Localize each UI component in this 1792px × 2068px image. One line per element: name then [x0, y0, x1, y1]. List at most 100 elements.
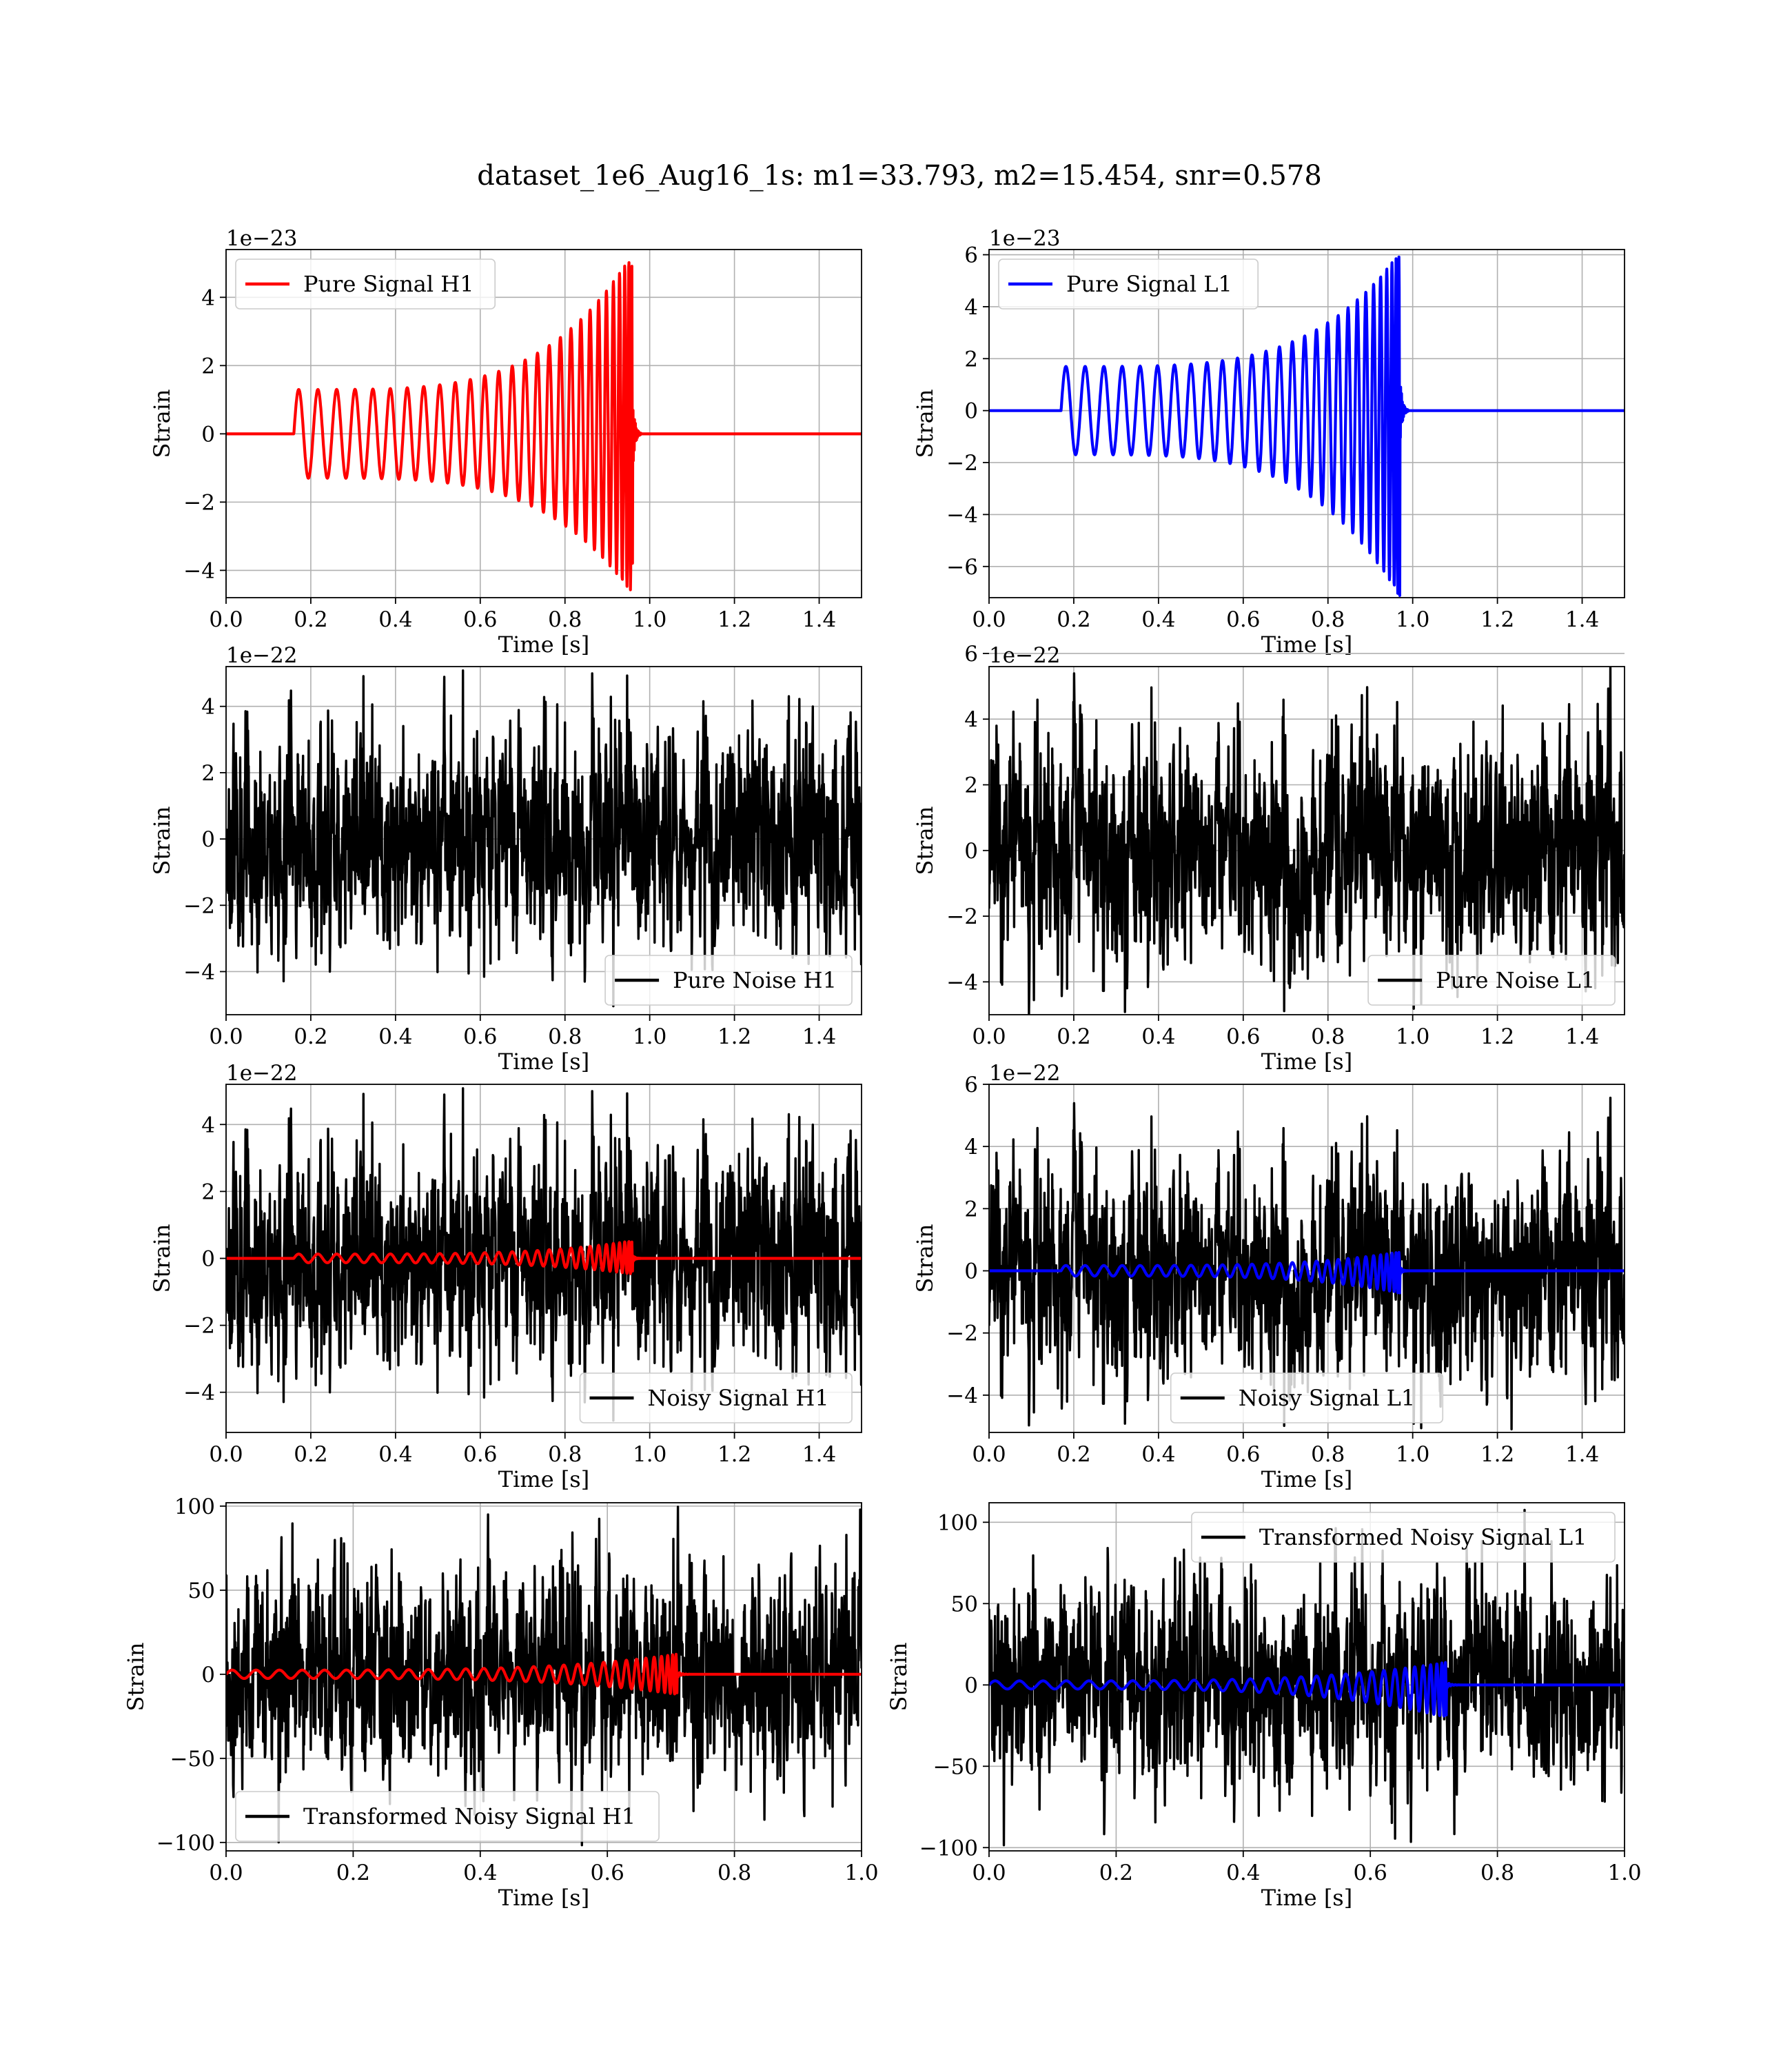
x-tick-label: 1.4	[802, 607, 836, 632]
legend-label: Transformed Noisy Signal H1	[303, 1803, 635, 1829]
y-tick-label: −2	[946, 904, 978, 929]
axes-frame	[225, 666, 862, 1015]
series-line-noisy-signal-l1	[989, 1096, 1625, 1431]
y-tick-label: 50	[188, 1579, 215, 1603]
y-axis-label: Strain	[149, 1224, 175, 1293]
series-line-pure-noise-l1	[989, 667, 1625, 1015]
legend-label: Pure Noise L1	[1436, 967, 1595, 993]
y-tick-label: 6	[964, 642, 978, 667]
subplot-pure-noise-l1: 0.0 0.2 0.4 0.6 0.8 1.0 1.2 1.4 −4 −2 0 2 4 6 1e−22 Tim…	[912, 642, 1625, 1075]
x-tick-label: 0.8	[1311, 607, 1345, 632]
subplot-noisy-signal-l1: 0.0 0.2 0.4 0.6 0.8 1.0 1.2 1.4 −4 −2 0 2 4 6 1e−22 Tim…	[912, 1061, 1625, 1492]
y-tick-label: 2	[964, 773, 978, 798]
legend: Transformed Noisy Signal H1	[235, 1791, 660, 1842]
y-tick-label: 6	[964, 243, 978, 268]
x-tick-label: 0.2	[1057, 1442, 1090, 1467]
x-tick-label: 1.0	[1607, 1861, 1641, 1885]
y-tick-label: 100	[937, 1510, 978, 1535]
y-tick-label: 4	[964, 1135, 978, 1159]
x-axis-label: Time [s]	[1261, 1885, 1352, 1911]
x-tick-label: 1.2	[1480, 1024, 1514, 1049]
y-axis-label: Strain	[912, 807, 938, 875]
y-tick-label: 0	[964, 399, 978, 424]
x-tick-label: 0.8	[548, 1442, 582, 1467]
y-tick-label: 4	[201, 695, 215, 720]
legend: Pure Noise H1	[604, 955, 853, 1006]
legend-label: Pure Signal L1	[1066, 271, 1232, 297]
x-tick-label: 0.4	[1141, 607, 1175, 632]
legend: Noisy Signal L1	[1170, 1372, 1444, 1423]
x-tick-label: 0.0	[209, 1024, 243, 1049]
y-tick-label: 4	[964, 707, 978, 732]
series-group	[989, 1096, 1625, 1431]
x-tick-label: 1.2	[717, 1024, 751, 1049]
legend-box	[235, 258, 496, 310]
y-axis-label: Strain	[123, 1643, 149, 1712]
y-offset-text: 1e−22	[989, 643, 1061, 668]
legend-box	[998, 258, 1259, 310]
x-tick-label: 0.2	[294, 1024, 327, 1049]
legend-label: Pure Signal H1	[303, 271, 474, 297]
x-tick-label: 0.4	[1141, 1024, 1175, 1049]
x-tick-label: 1.0	[633, 1024, 666, 1049]
y-tick-label: 4	[201, 285, 215, 310]
y-axis-label: Strain	[912, 389, 938, 458]
series-group	[989, 1508, 1625, 1847]
series-group	[989, 667, 1625, 1015]
x-tick-label: 0.4	[1141, 1442, 1175, 1467]
legend-box	[235, 1791, 660, 1842]
y-offset-text: 1e−22	[226, 643, 298, 668]
y-tick-label: −2	[946, 1321, 978, 1346]
y-tick-label: 50	[951, 1592, 978, 1616]
axes-frame	[225, 1502, 862, 1852]
y-tick-label: 2	[201, 354, 215, 378]
x-tick-label: 0.8	[1480, 1861, 1514, 1885]
series-line-transformed-noisy-signal-h1	[226, 1506, 862, 1847]
x-tick-label: 0.6	[591, 1861, 624, 1885]
x-tick-label: 0.8	[1311, 1442, 1345, 1467]
x-tick-label: 0.8	[717, 1861, 751, 1885]
series-group	[226, 1506, 862, 1847]
y-tick-label: 0	[964, 1673, 978, 1698]
legend-box	[1191, 1512, 1616, 1563]
x-tick-label: 0.2	[1099, 1861, 1133, 1885]
legend-label: Noisy Signal H1	[648, 1385, 829, 1411]
x-tick-label: 1.2	[1480, 607, 1514, 632]
legend-box	[1367, 955, 1616, 1006]
x-tick-label: 0.6	[1354, 1861, 1387, 1885]
y-tick-label: 2	[964, 1197, 978, 1221]
y-tick-label: 0	[201, 1663, 215, 1687]
series-line-signal-1	[226, 1652, 862, 1696]
subplots-grid: 0.0 0.2 0.4 0.6 0.8 1.0 1.2 1.4 −4 −2 0 2 4 1e−23 Time…	[123, 226, 1642, 1911]
x-tick-label: 0.2	[294, 607, 327, 632]
y-tick-label: −100	[919, 1836, 978, 1861]
x-axis-label: Time [s]	[498, 631, 589, 658]
x-tick-label: 1.4	[1565, 1442, 1599, 1467]
x-tick-label: 0.6	[1226, 607, 1260, 632]
x-tick-label: 0.0	[972, 1024, 1006, 1049]
y-tick-label: −2	[946, 451, 978, 476]
legend-label: Transformed Noisy Signal L1	[1259, 1524, 1587, 1550]
x-tick-label: 1.2	[717, 607, 751, 632]
subplot-pure-noise-h1: 0.0 0.2 0.4 0.6 0.8 1.0 1.2 1.4 −4 −2 0 2 4 1e−22 Time…	[149, 643, 862, 1075]
y-axis-label: Strain	[912, 1224, 938, 1293]
legend-box	[604, 955, 853, 1006]
y-tick-label: 2	[964, 347, 978, 372]
axes-frame	[225, 249, 862, 598]
series-line-pure-noise-h1	[226, 669, 862, 1008]
y-offset-text: 1e−23	[989, 226, 1061, 251]
y-tick-label: 6	[964, 1073, 978, 1097]
y-tick-label: −2	[183, 490, 215, 515]
x-tick-label: 0.8	[548, 607, 582, 632]
x-tick-label: 0.6	[1226, 1024, 1260, 1049]
series-line-signal-1	[989, 1661, 1625, 1718]
x-tick-label: 0.8	[1311, 1024, 1345, 1049]
subplot-transformed-noisy-signal-h1: 0.0 0.2 0.4 0.6 0.8 1.0 −100 −50 0 50 100 Time [s] S…	[123, 1494, 879, 1911]
axes-frame	[988, 1502, 1625, 1852]
series-group	[226, 669, 862, 1008]
y-tick-label: −2	[183, 1314, 215, 1339]
x-tick-label: 0.6	[463, 1442, 497, 1467]
axes-frame	[988, 1084, 1625, 1433]
